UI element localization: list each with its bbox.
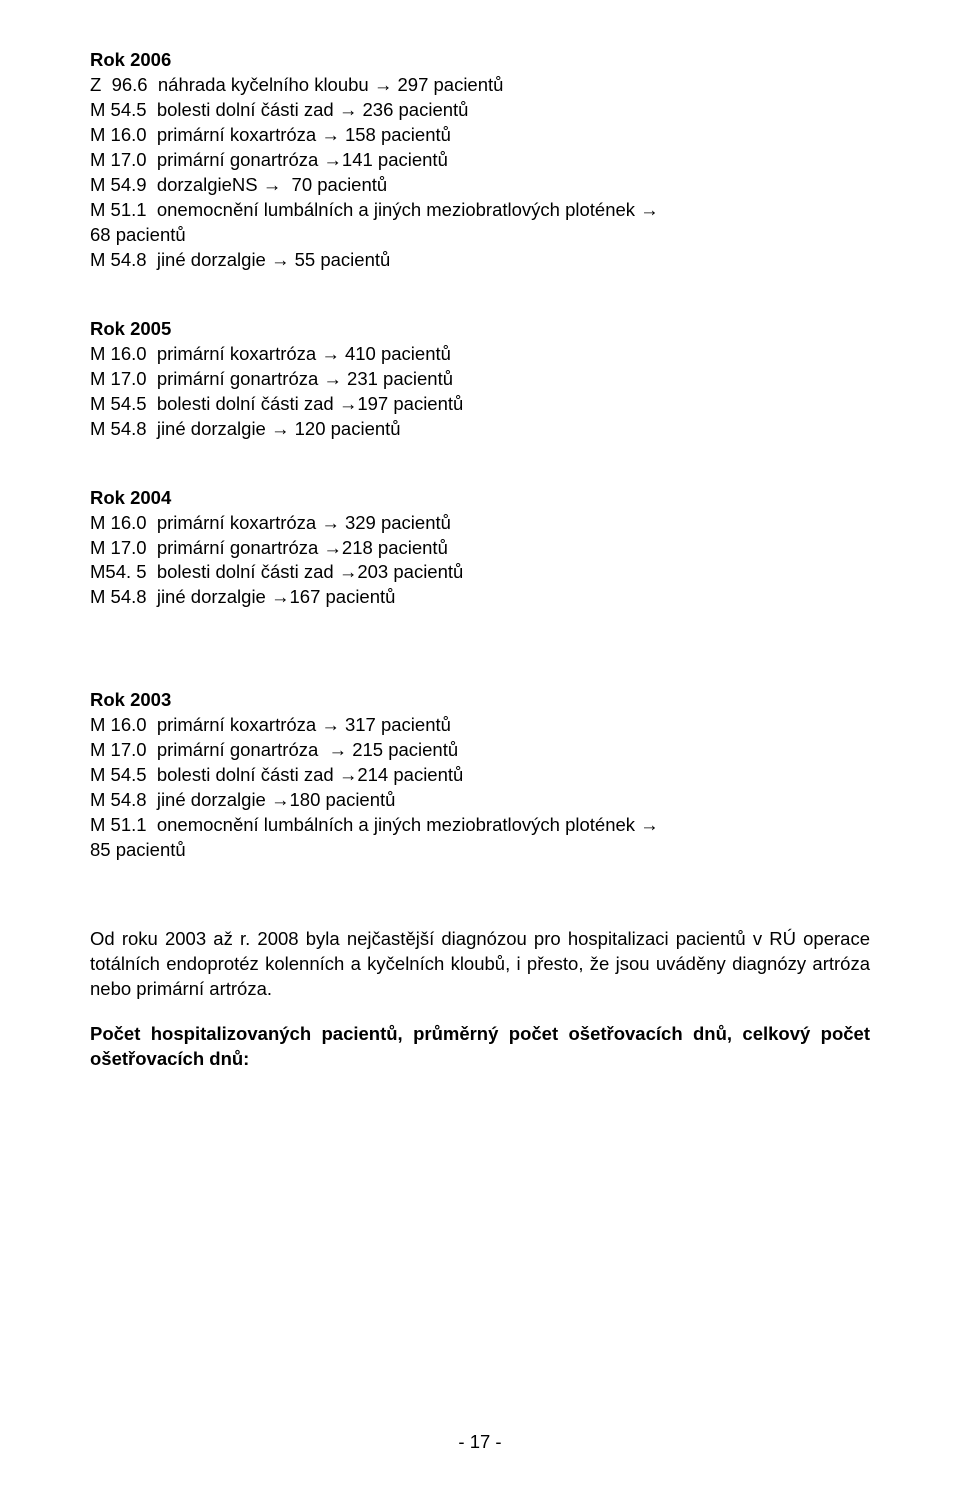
entry: M 17.0 primární gonartróza → 231 pacient… xyxy=(90,367,870,392)
footer-heading: Počet hospitalizovaných pacientů, průměr… xyxy=(90,1022,870,1072)
entry: M 51.1 onemocnění lumbálních a jiných me… xyxy=(90,813,870,838)
entry: M 51.1 onemocnění lumbálních a jiných me… xyxy=(90,198,870,223)
entry: M 16.0 primární koxartróza → 410 pacient… xyxy=(90,342,870,367)
section-title-2005: Rok 2005 xyxy=(90,317,870,342)
page-number: - 17 - xyxy=(0,1431,960,1453)
entry: M 17.0 primární gonartróza → 215 pacient… xyxy=(90,738,870,763)
entry: M 16.0 primární koxartróza → 317 pacient… xyxy=(90,713,870,738)
entry: M 54.9 dorzalgieNS → 70 pacientů xyxy=(90,173,870,198)
summary-paragraph: Od roku 2003 až r. 2008 byla nejčastější… xyxy=(90,927,870,1002)
section-title-2006: Rok 2006 xyxy=(90,48,870,73)
section-title-2003: Rok 2003 xyxy=(90,688,870,713)
section-title-2004: Rok 2004 xyxy=(90,486,870,511)
entry: 68 pacientů xyxy=(90,223,870,248)
entry: M 54.5 bolesti dolní části zad →214 paci… xyxy=(90,763,870,788)
entry: M 54.5 bolesti dolní části zad → 236 pac… xyxy=(90,98,870,123)
entry: M 54.8 jiné dorzalgie →167 pacientů xyxy=(90,585,870,610)
entry: M 16.0 primární koxartróza → 158 pacient… xyxy=(90,123,870,148)
entry: M 17.0 primární gonartróza →218 pacientů xyxy=(90,536,870,561)
entry: M54. 5 bolesti dolní části zad →203 paci… xyxy=(90,560,870,585)
entry: M 16.0 primární koxartróza → 329 pacient… xyxy=(90,511,870,536)
entry: M 54.8 jiné dorzalgie → 55 pacientů xyxy=(90,248,870,273)
entry: M 54.5 bolesti dolní části zad →197 paci… xyxy=(90,392,870,417)
entry: M 54.8 jiné dorzalgie → 120 pacientů xyxy=(90,417,870,442)
entry: M 54.8 jiné dorzalgie →180 pacientů xyxy=(90,788,870,813)
entry: M 17.0 primární gonartróza →141 pacientů xyxy=(90,148,870,173)
entry: 85 pacientů xyxy=(90,838,870,863)
entry: Z 96.6 náhrada kyčelního kloubu → 297 pa… xyxy=(90,73,870,98)
